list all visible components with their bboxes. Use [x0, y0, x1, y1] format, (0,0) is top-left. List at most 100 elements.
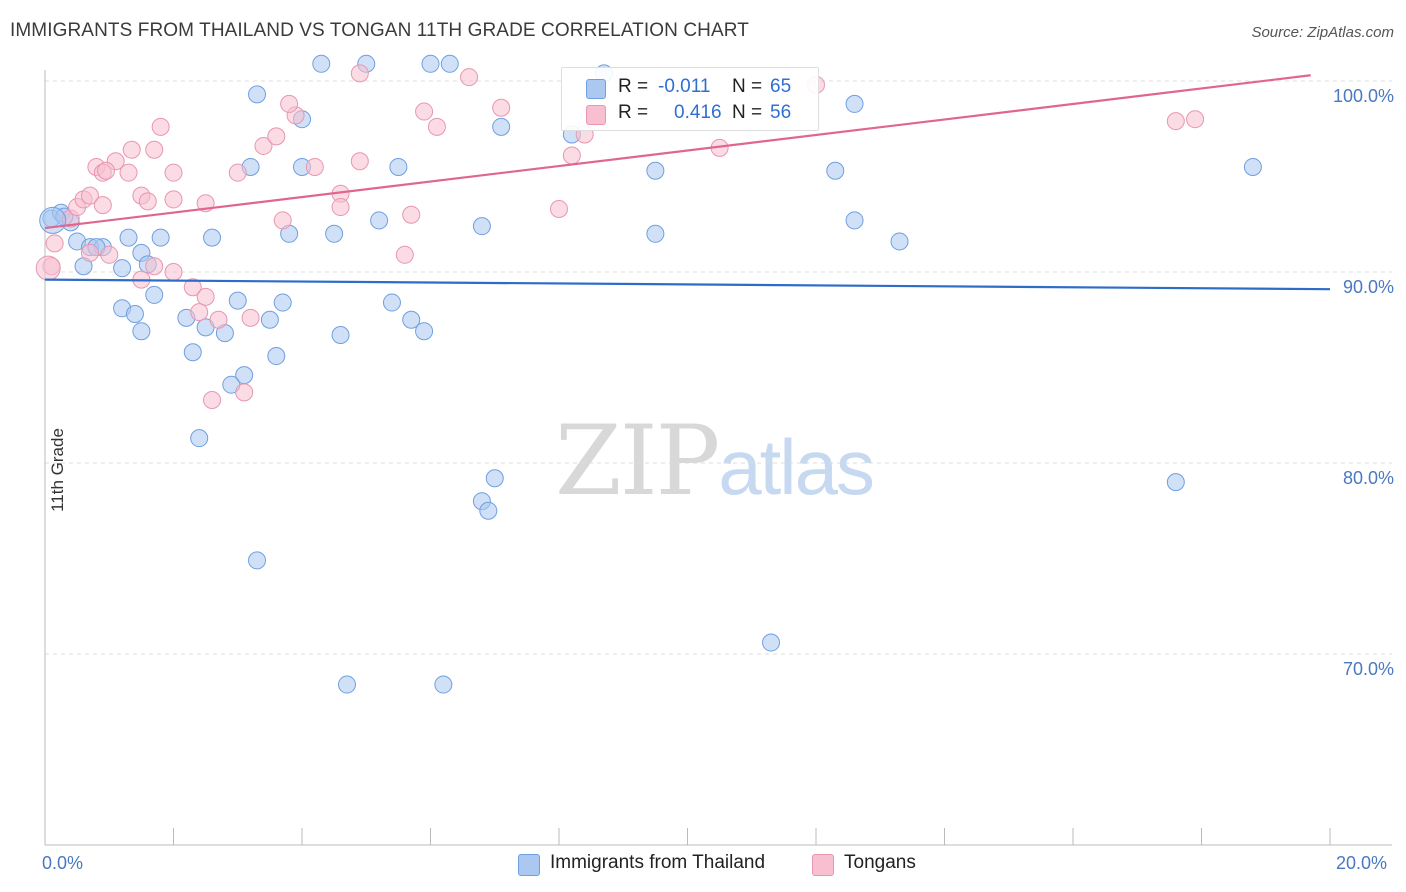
thailand-point — [1243, 157, 1262, 176]
thailand-point — [382, 293, 401, 312]
thailand-point — [440, 54, 459, 73]
thailand-point — [119, 228, 138, 247]
tongans-point — [228, 163, 247, 182]
tongans-trend-line — [44, 74, 1311, 230]
tongans-swatch — [586, 105, 606, 125]
tongans-point — [241, 308, 260, 327]
n-value: 56 — [770, 102, 792, 123]
tongans-point — [350, 152, 369, 171]
tongans-point — [267, 127, 286, 146]
tongans-point — [562, 146, 581, 165]
stats-legend: R = -0.011 N = 65 R = 0.416 N = 56 — [561, 67, 819, 131]
n-value: 65 — [770, 76, 792, 97]
thailand-point — [485, 469, 504, 488]
thailand-point — [762, 633, 781, 652]
legend-label-tongans: Tongans — [844, 852, 916, 873]
thailand-point — [325, 224, 344, 243]
r-label: R = — [618, 76, 649, 97]
thailand-point — [190, 429, 209, 448]
tongans-point — [331, 198, 350, 217]
thailand-point — [145, 285, 164, 304]
tongans-point — [80, 186, 99, 205]
tongans-point — [427, 117, 446, 136]
tongans-point — [1166, 112, 1185, 131]
tongans-point — [235, 383, 254, 402]
tongans-point — [190, 303, 209, 322]
thailand-point — [203, 228, 222, 247]
thailand-point — [248, 551, 267, 570]
thailand-point — [370, 211, 389, 230]
tongans-point — [45, 234, 64, 253]
tongans-legend-swatch — [812, 854, 834, 876]
thailand-point — [1166, 473, 1185, 492]
thailand-point — [39, 206, 67, 234]
tongans-point — [273, 211, 292, 230]
thailand-point — [434, 675, 453, 694]
tongans-point — [138, 192, 157, 211]
tongans-point — [80, 243, 99, 262]
watermark-zip: ZIP — [555, 405, 720, 517]
r-label: R = — [618, 102, 649, 123]
tongans-point — [100, 245, 119, 264]
thailand-point — [183, 343, 202, 362]
thailand-point — [331, 326, 350, 345]
r-value: 0.416 — [674, 102, 722, 123]
thailand-point — [415, 322, 434, 341]
x-tick-label-max: 20.0% — [1336, 853, 1388, 873]
thailand-point — [646, 224, 665, 243]
tongans-point — [550, 199, 568, 218]
thailand-point — [260, 310, 279, 329]
watermark-atlas: atlas — [718, 423, 875, 511]
x-tick-label-min: 0.0% — [42, 853, 84, 873]
tongans-point — [35, 255, 61, 281]
thailand-point — [151, 228, 170, 247]
thailand-point — [890, 232, 909, 251]
thailand-point — [228, 291, 247, 310]
tongans-point — [415, 102, 434, 121]
tongans-point — [145, 140, 164, 159]
tongans-point — [460, 68, 479, 87]
n-label: N = — [732, 102, 763, 123]
thailand-point — [421, 54, 440, 73]
tongans-point — [183, 278, 202, 297]
tongans-point — [1186, 110, 1205, 129]
legend-label-thailand: Immigrants from Thailand — [550, 852, 766, 873]
source-label: Source: ZipAtlas.com — [1251, 24, 1394, 41]
tongans-point — [203, 390, 222, 409]
y-tick-label: 70.0% — [1342, 659, 1394, 679]
watermark: ZIPatlas — [555, 405, 875, 517]
series-legend: Immigrants from Thailand Tongans — [0, 852, 1406, 878]
tongans-point — [280, 94, 299, 113]
thailand-point — [492, 117, 511, 136]
n-label: N = — [732, 76, 763, 97]
thailand-point — [845, 211, 864, 230]
tongans-point — [196, 287, 215, 306]
tongans-point — [145, 257, 164, 276]
thailand-swatch — [586, 79, 606, 99]
tongans-point — [209, 310, 228, 329]
tongans-point — [93, 196, 112, 215]
thailand-point — [125, 305, 144, 324]
tongans-point — [350, 64, 369, 83]
thailand-point — [389, 157, 408, 176]
tongans-point — [97, 161, 116, 180]
tongans-point — [395, 245, 414, 264]
thailand-point — [273, 293, 292, 312]
tongans-point — [164, 263, 183, 281]
thailand-point — [337, 675, 356, 694]
r-value: -0.011 — [658, 76, 711, 97]
thailand-point — [845, 94, 864, 113]
thailand-point — [646, 161, 665, 180]
thailand-point — [267, 347, 286, 366]
y-tick-label: 100.0% — [1332, 86, 1394, 106]
tongans-point — [164, 163, 183, 182]
thailand-legend-swatch — [518, 854, 540, 876]
thailand-point — [472, 217, 491, 236]
y-tick-label: 80.0% — [1342, 468, 1394, 488]
thailand-point — [132, 322, 151, 341]
chart-title: IMMIGRANTS FROM THAILAND VS TONGAN 11TH … — [10, 20, 749, 41]
thailand-point — [826, 161, 845, 180]
tongans-point — [402, 205, 421, 224]
thailand-trend-line — [44, 278, 1331, 291]
